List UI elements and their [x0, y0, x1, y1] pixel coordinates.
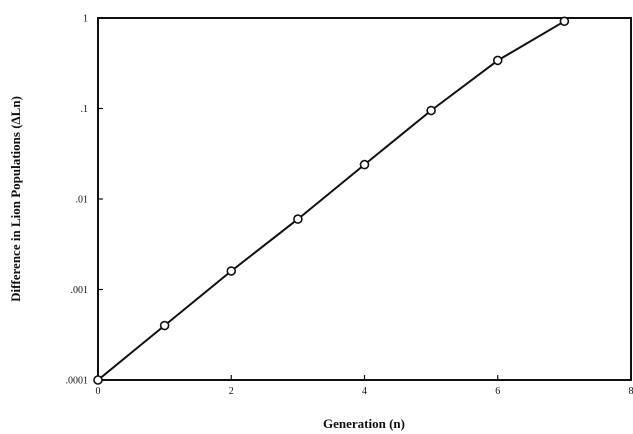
- x-tick-label: 2: [229, 386, 234, 397]
- data-point: [226, 266, 237, 276]
- y-tick-label: .1: [81, 104, 89, 115]
- y-tick-label: .001: [71, 285, 89, 296]
- y-tick-label: .01: [76, 195, 89, 206]
- data-point: [492, 55, 503, 66]
- data-point: [559, 16, 570, 27]
- x-tick-label: 4: [362, 386, 367, 397]
- data-point: [426, 105, 436, 116]
- data-point: [293, 214, 303, 224]
- y-axis-title: Difference in Lion Populations (ΔLn): [8, 96, 23, 302]
- x-axis-title: Generation (n): [323, 416, 405, 431]
- y-tick-label: .0001: [66, 376, 89, 387]
- plot-frame: [97, 17, 632, 381]
- series-layer: [93, 16, 570, 385]
- y-tick-label: 1: [83, 14, 88, 25]
- x-axis-ticks: 0 2 4 6 8: [96, 375, 633, 397]
- data-point: [93, 375, 103, 385]
- data-point: [359, 159, 370, 170]
- data-point: [159, 320, 170, 331]
- x-tick-label: 8: [629, 386, 633, 397]
- x-tick-label: 6: [495, 386, 500, 397]
- x-tick-label: 0: [96, 386, 101, 397]
- series-line: [97, 20, 565, 381]
- y-axis-ticks: .0001 .001 .01 .1 1: [66, 14, 103, 387]
